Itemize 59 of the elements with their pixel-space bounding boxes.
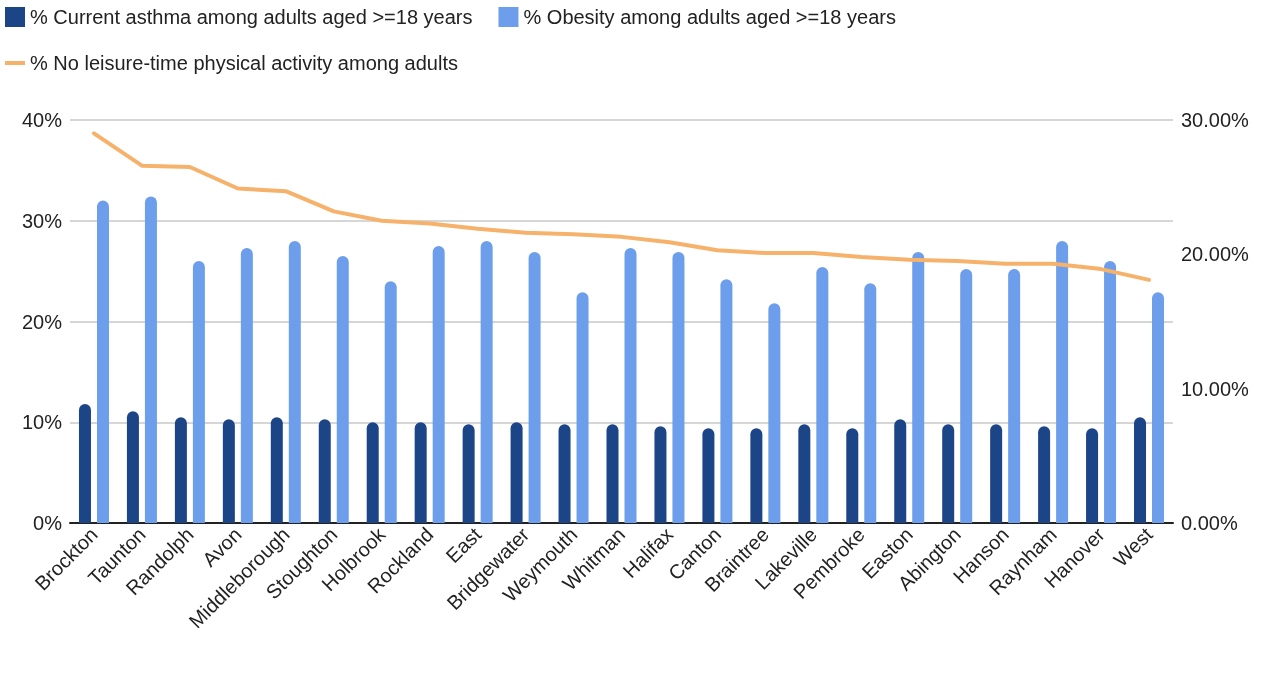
bar (846, 428, 859, 523)
y2-tick-label: 20.00% (1181, 243, 1250, 266)
y-tick-label: 40% (21, 109, 63, 131)
bar (1008, 269, 1021, 523)
bar (480, 240, 493, 523)
y-tick-label: 20% (21, 310, 63, 333)
bar (1056, 240, 1069, 523)
legend-label: % Current asthma among adults aged >=18 years (30, 6, 473, 28)
bar (96, 200, 109, 523)
bar (318, 419, 331, 523)
bar (864, 283, 877, 523)
bar (144, 196, 157, 523)
y-tick-label: 10% (21, 411, 63, 434)
bar (1152, 292, 1165, 523)
bar (960, 269, 973, 523)
bar (414, 422, 427, 523)
bar (942, 424, 955, 523)
bar (720, 279, 733, 523)
y-tick-label: 0% (33, 512, 63, 534)
bar (222, 419, 235, 523)
bar (894, 419, 907, 523)
bar (366, 422, 379, 523)
bar (990, 424, 1003, 523)
bar (816, 267, 829, 523)
bar (384, 281, 397, 523)
line-series (91, 131, 1152, 282)
bar (126, 411, 139, 523)
bar (336, 256, 349, 523)
bar (576, 292, 589, 523)
bar (624, 247, 637, 523)
bar (1134, 417, 1147, 523)
y2-tick-label: 10.00% (1181, 377, 1250, 400)
y2-tick-label: 30.00% (1181, 109, 1250, 131)
bar (912, 251, 925, 523)
bar (1086, 428, 1099, 523)
y2-tick-label: 0.00% (1181, 512, 1238, 534)
bar (1038, 426, 1051, 523)
bar (750, 428, 763, 523)
legend-label: % Obesity among adults aged >=18 years (523, 6, 896, 28)
bar (174, 417, 187, 523)
bar (672, 251, 685, 523)
bar (192, 261, 205, 523)
y-tick-label: 30% (21, 209, 63, 232)
bar (288, 240, 301, 523)
bar (702, 428, 715, 523)
bar (78, 404, 91, 523)
legend-label: % No leisure-time physical activity among adults (30, 52, 458, 74)
bar (528, 251, 541, 523)
bar (654, 426, 667, 523)
bar (1104, 261, 1117, 523)
bar (462, 424, 475, 523)
bar (798, 424, 811, 523)
bar (768, 303, 781, 523)
bar (270, 417, 283, 523)
bar (432, 245, 445, 523)
bar (606, 424, 619, 523)
bar (558, 424, 571, 523)
bar (510, 422, 523, 523)
bar (240, 247, 253, 523)
